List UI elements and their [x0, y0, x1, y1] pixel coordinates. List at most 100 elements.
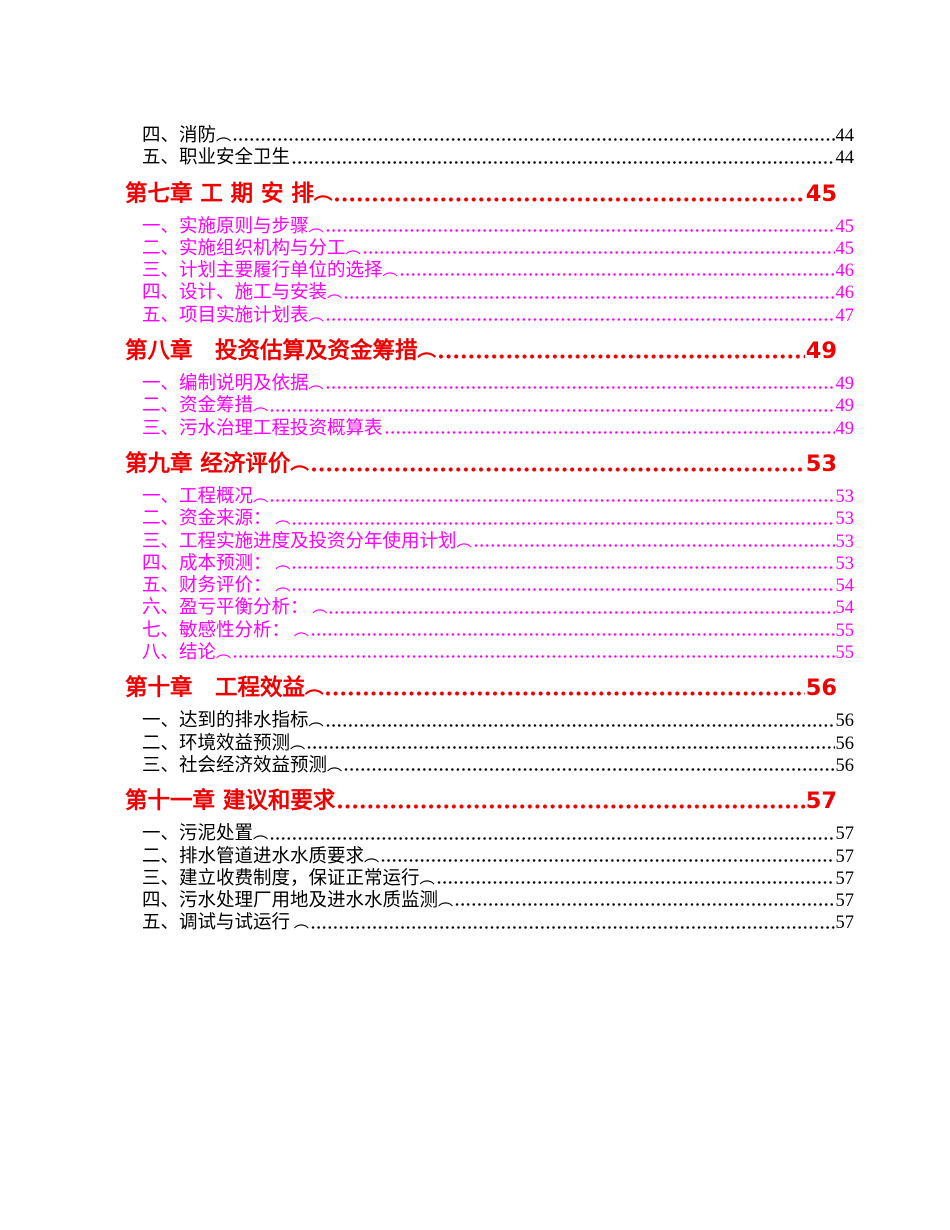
dot-leader-icon — [344, 293, 835, 301]
toc-chapter-row[interactable]: 第十一章 建议和要求 57 — [125, 786, 837, 816]
toc-item-row[interactable]: 八、结论 ︵ 55 — [125, 642, 854, 664]
dot-leader-icon — [362, 249, 835, 257]
toc-entry-label: 一、实施原则与步骤 — [142, 216, 309, 237]
page-number: 47 — [835, 305, 855, 326]
toc-item-row[interactable]: 二、排水管道进水水质要求 ︵ 57 — [125, 846, 854, 868]
dot-leader-icon — [381, 856, 835, 864]
toc-entry-label: 三、计划主要履行单位的选择 — [142, 261, 383, 282]
dot-leader-icon — [455, 901, 835, 909]
toc-item-row[interactable]: 二、环境效益预测 ︵ 56 — [125, 733, 854, 755]
arc-mark: ︵ — [308, 375, 324, 393]
arc-mark: ︵ — [271, 510, 291, 528]
dot-leader-icon — [436, 879, 835, 887]
toc-item-row[interactable]: 七、敏感性分析： ︵ 55 — [125, 620, 854, 642]
toc-chapter-row[interactable]: 第九章 经济评价 ︵ 53 — [125, 449, 837, 479]
page-number: 56 — [805, 675, 837, 702]
toc-item-row[interactable]: 一、工程概况 ︵ 53 — [125, 486, 854, 508]
toc-item-row[interactable]: 二、资金来源： ︵ 53 — [125, 508, 854, 530]
page-number: 53 — [835, 553, 855, 574]
page-number: 57 — [835, 891, 855, 912]
toc-entry-label: 第十章 工程效益 — [125, 675, 306, 702]
toc-item-row[interactable]: 一、编制说明及依据 ︵ 49 — [125, 373, 854, 395]
arc-mark: ︵ — [216, 127, 232, 144]
dot-leader-icon — [292, 586, 835, 594]
dot-leader-icon — [325, 689, 805, 699]
toc-item-row[interactable]: 三、工程实施进度及投资分年使用计划 ︵ 53 — [125, 531, 854, 553]
dot-leader-icon — [337, 802, 805, 812]
toc-entry-label: 一、污泥处置 — [142, 824, 254, 845]
page-number: 57 — [835, 846, 855, 867]
arc-mark: ︵ — [290, 452, 309, 474]
arc-mark: ︵ — [345, 239, 361, 257]
dot-leader-icon — [233, 136, 835, 144]
toc-item-row[interactable]: 五、调试与试运行 ︵ 57 — [125, 912, 854, 934]
toc-item-row[interactable]: 二、资金筹措 ︵ 49 — [125, 395, 854, 417]
arc-mark: ︵ — [308, 712, 324, 730]
dot-leader-icon — [292, 519, 835, 527]
toc-item-row[interactable]: 四、成本预测： ︵ 53 — [125, 553, 854, 575]
toc-entry-label: 一、达到的排水指标 — [142, 711, 309, 732]
toc-chapter-row[interactable]: 第十章 工程效益 ︵ 56 — [125, 673, 837, 703]
arc-mark: ︵ — [290, 734, 306, 752]
arc-mark: ︵ — [308, 217, 324, 235]
toc-item-row[interactable]: 四、设计、施工与安装 ︵ 46 — [125, 282, 854, 304]
toc-item-row[interactable]: 二、实施组织机构与分工 ︵ 45 — [125, 238, 854, 260]
toc-entry-label: 五、财务评价： — [142, 576, 272, 597]
dot-leader-icon — [334, 194, 805, 204]
toc-item-row[interactable]: 四、污水处理厂用地及进水水质监测 ︵ 57 — [125, 890, 854, 912]
dot-leader-icon — [325, 316, 835, 324]
dot-leader-icon — [270, 834, 835, 842]
dot-leader-icon — [325, 226, 835, 234]
toc-entry-label: 四、设计、施工与安装 — [142, 283, 328, 304]
arc-mark: ︵ — [438, 892, 454, 910]
dot-leader-icon — [399, 271, 835, 279]
dot-leader-icon — [307, 743, 835, 751]
dot-leader-icon — [270, 497, 835, 505]
dot-leader-icon — [473, 541, 835, 549]
page-number: 49 — [835, 418, 855, 439]
toc-chapter-row[interactable]: 第七章 工 期 安 排 ︵ 45 — [125, 179, 837, 209]
toc-entry-label: 七、敏感性分析： — [142, 620, 291, 641]
toc-entry-label: 一、工程概况 — [142, 486, 254, 507]
toc-item-row[interactable]: 五、财务评价： ︵ 54 — [125, 575, 854, 597]
toc-entry-label: 二、资金筹措 — [142, 396, 254, 417]
page-number: 56 — [835, 733, 855, 754]
dot-leader-icon — [310, 464, 805, 474]
page-number: 57 — [835, 868, 855, 889]
toc-item-row[interactable]: 一、达到的排水指标 ︵ 56 — [125, 710, 854, 732]
toc-item-row[interactable]: 五、职业安全卫生 44 — [125, 147, 854, 169]
toc-item-row[interactable]: 三、建立收费制度，保证正常运行 ︵ 57 — [125, 868, 854, 890]
arc-mark: ︵ — [382, 262, 398, 280]
page-number: 54 — [835, 598, 855, 619]
page-number: 49 — [835, 396, 855, 417]
toc-entry-label: 二、实施组织机构与分工 — [142, 238, 346, 259]
toc-entry-label: 八、结论 — [142, 643, 217, 664]
arc-mark: ︵ — [216, 644, 232, 662]
toc-entry-label: 五、项目实施计划表 — [142, 305, 309, 326]
page-number: 55 — [835, 643, 855, 664]
toc-item-row[interactable]: 四、消防 ︵ 44 — [125, 125, 854, 147]
toc-item-row[interactable]: 三、计划主要履行单位的选择 ︵ 46 — [125, 260, 854, 282]
toc-item-row[interactable]: 三、污水治理工程投资概算表 49 — [125, 418, 854, 440]
toc-item-row[interactable]: 一、实施原则与步骤 ︵ 45 — [125, 216, 854, 238]
arc-mark: ︵ — [364, 847, 380, 865]
page-number: 53 — [835, 486, 855, 507]
arc-mark: ︵ — [313, 182, 333, 204]
dot-leader-icon — [329, 608, 835, 616]
page-number: 57 — [835, 913, 855, 934]
toc-item-row[interactable]: 六、盈亏平衡分析： ︵ 54 — [125, 597, 854, 619]
toc-item-row[interactable]: 一、污泥处置 ︵ 57 — [125, 823, 854, 845]
dot-leader-icon — [325, 384, 835, 392]
arc-mark: ︵ — [253, 397, 269, 415]
toc-entry-label: 四、消防 — [142, 126, 217, 146]
toc-item-row[interactable]: 五、项目实施计划表 ︵ 47 — [125, 305, 854, 327]
toc-item-row[interactable]: 三、社会经济效益预测 ︵ 56 — [125, 755, 854, 777]
toc-chapter-row[interactable]: 第八章 投资估算及资金筹措 ︵ 49 — [125, 336, 837, 366]
page-number: 54 — [835, 576, 855, 597]
page-number: 57 — [835, 824, 855, 845]
arc-mark: ︵ — [290, 621, 309, 639]
page-number: 49 — [805, 338, 837, 365]
arc-mark: ︵ — [271, 577, 291, 595]
arc-mark: ︵ — [456, 532, 472, 550]
